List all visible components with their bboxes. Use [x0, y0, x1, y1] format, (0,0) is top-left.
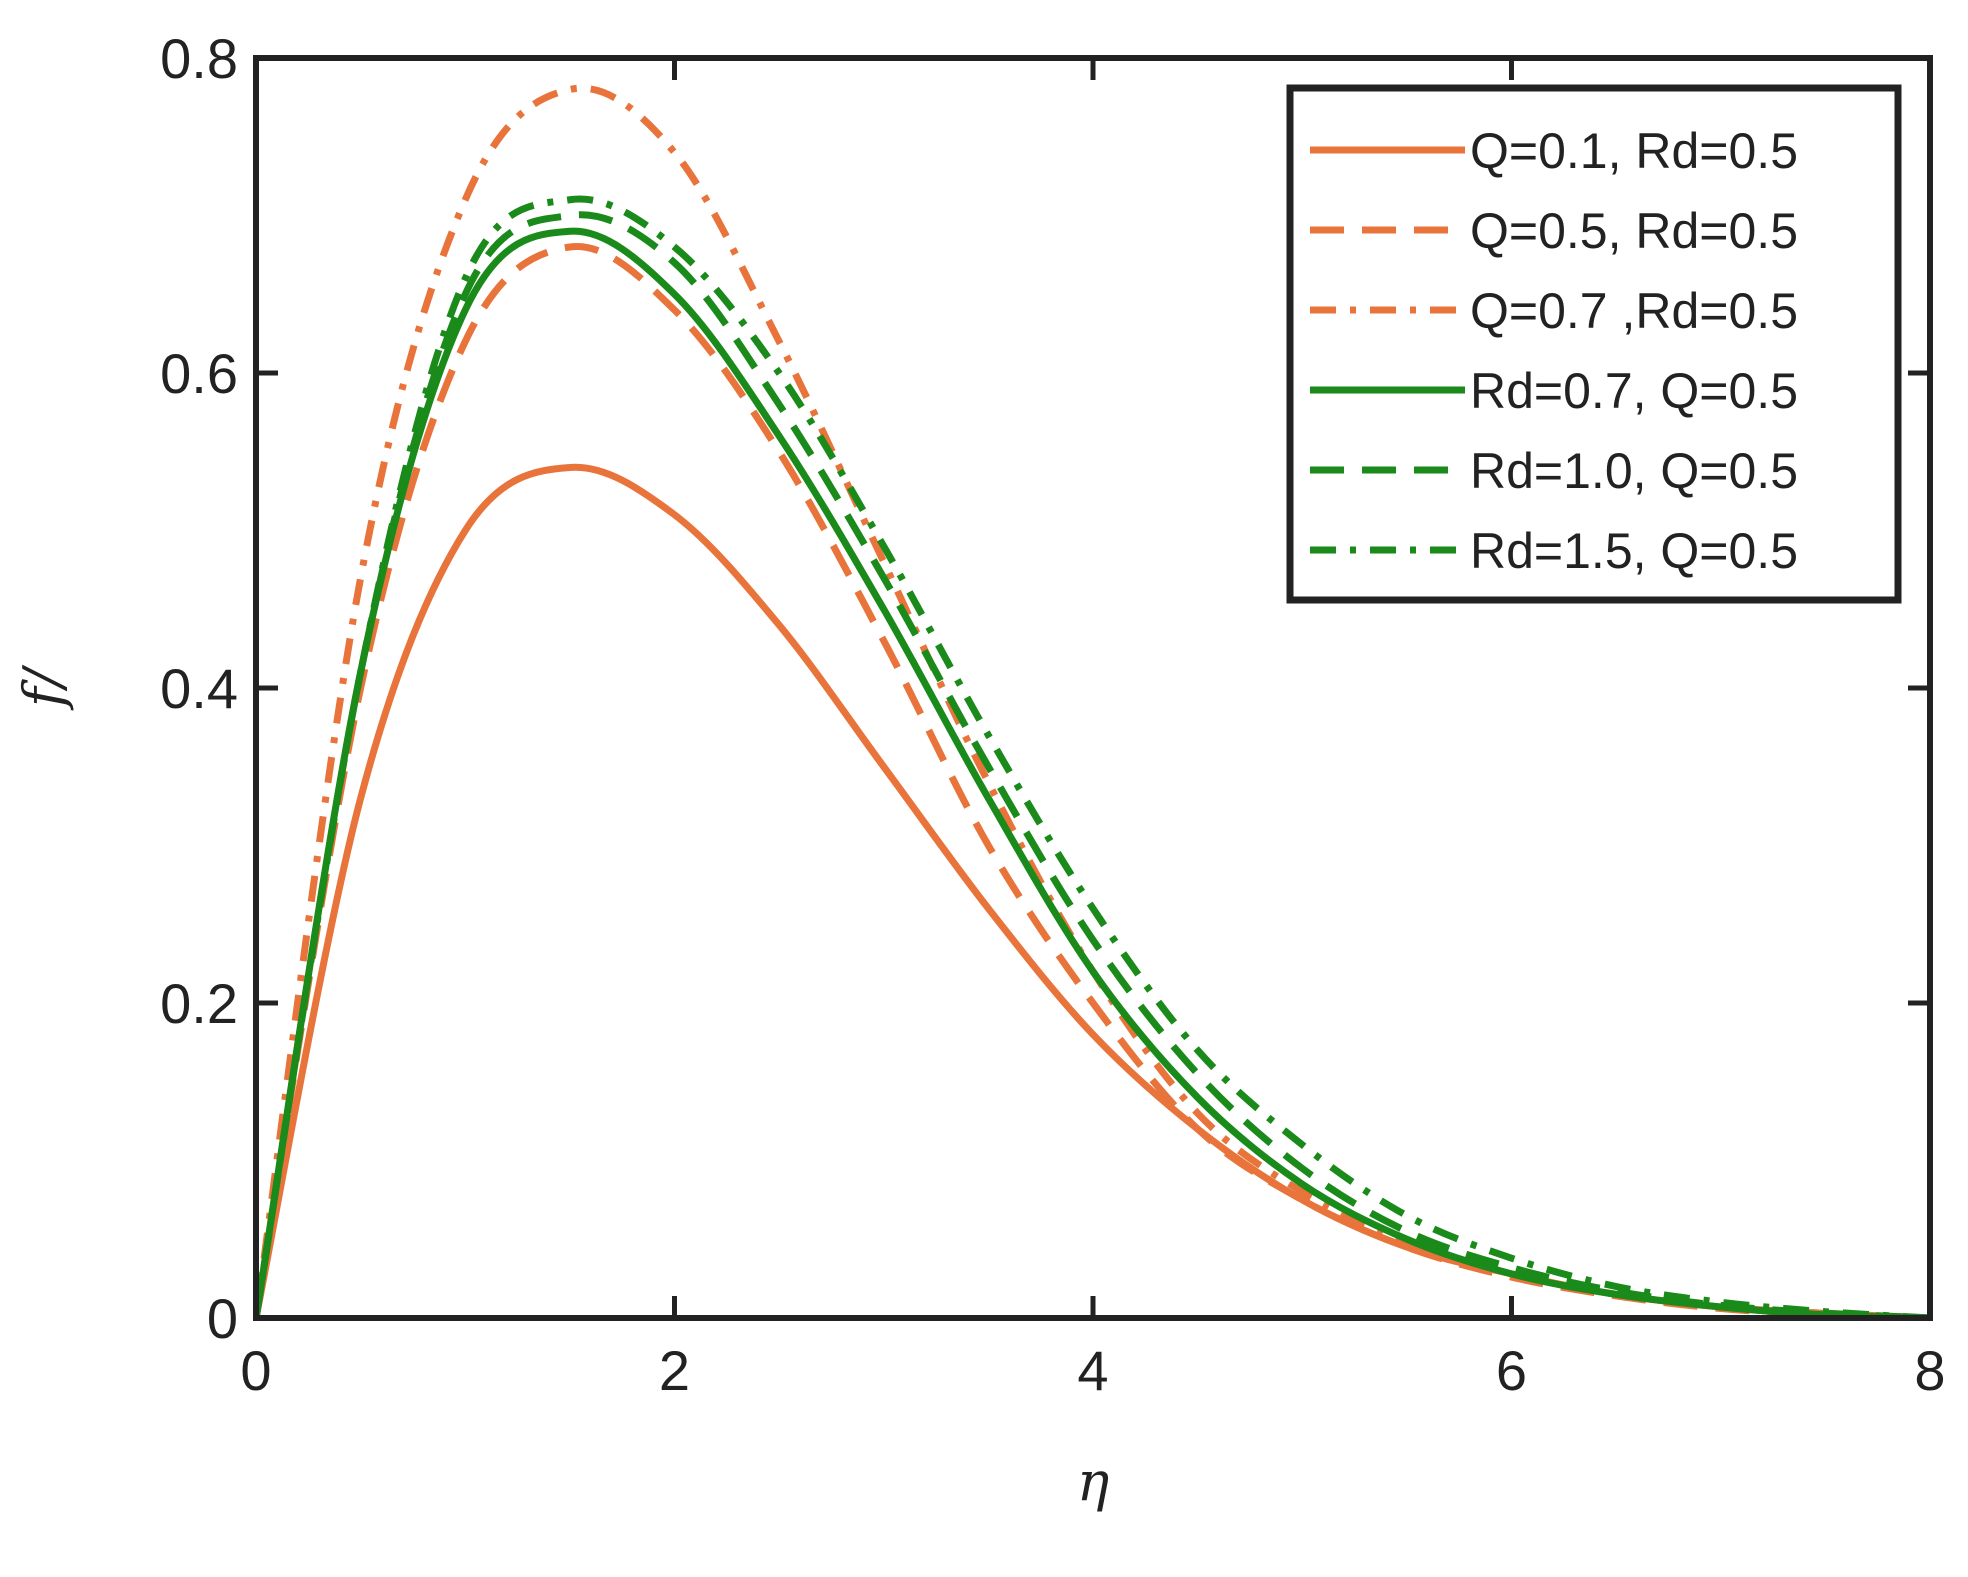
legend-label-5: Rd=1.0, Q=0.5: [1470, 443, 1798, 499]
x-axis-label: η: [1077, 1450, 1109, 1513]
y-tick-label: 0: [207, 1287, 238, 1350]
legend-label-1: Q=0.1, Rd=0.5: [1470, 123, 1798, 179]
x-tick-label: 6: [1496, 1339, 1527, 1402]
x-tick-label: 4: [1077, 1339, 1108, 1402]
series-line-4: [256, 227, 1930, 1318]
series-line-5: [256, 211, 1930, 1318]
y-tick-label: 0.8: [160, 27, 238, 90]
legend-box: [1286, 84, 1902, 604]
x-tick-label: 2: [659, 1339, 690, 1402]
series-line-2: [256, 242, 1930, 1318]
y-tick-label: 0.6: [160, 342, 238, 405]
legend-label-6: Rd=1.5, Q=0.5: [1470, 523, 1798, 579]
legend-label-3: Q=0.7 ,Rd=0.5: [1470, 283, 1798, 339]
legend-label-4: Rd=0.7, Q=0.5: [1470, 363, 1798, 419]
y-tick-label: 0.4: [160, 657, 238, 720]
y-axis-label: f/: [12, 664, 75, 711]
legend: Q=0.1, Rd=0.5 Q=0.5, Rd=0.5 Q=0.7 ,Rd=0.5 R…: [1286, 84, 1902, 604]
x-tick-label: 8: [1914, 1339, 1945, 1402]
x-tick-label: 0: [240, 1339, 271, 1402]
y-tick-label: 0.2: [160, 972, 238, 1035]
series-layer: [256, 84, 1930, 1318]
ticks-layer: 0 2 4 6 8 0 0.2 0.4 0.6 0.8: [160, 27, 1945, 1402]
legend-label-2: Q=0.5, Rd=0.5: [1470, 203, 1798, 259]
